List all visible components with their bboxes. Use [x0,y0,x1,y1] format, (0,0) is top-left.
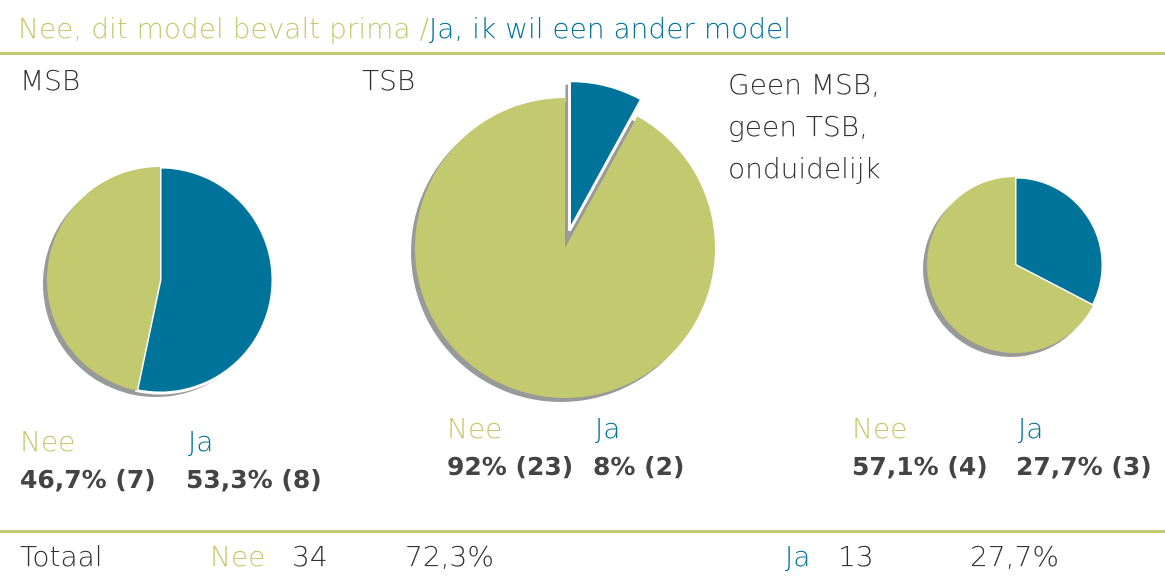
value-label: 46,7% (7) [20,465,156,494]
legend-label: Nee [20,425,76,458]
legend-label: Ja [188,425,214,458]
pie-slice [567,79,644,232]
totals-nee-label: Nee [210,540,266,573]
pie-slice [1013,175,1105,308]
header: Nee, dit model bevalt prima /Ja, ik wil … [18,12,791,45]
totals-ja-label: Ja [785,540,811,573]
totals-ja-percent: 27,7% [970,540,1059,573]
legend-label: Ja [595,412,621,445]
value-label: 53,3% (8) [186,465,322,494]
header-separator: / [419,12,429,45]
pie-slice [415,98,715,398]
chart-title: TSB [362,64,416,97]
totals-nee-count: 34 [292,540,328,573]
totals-ja-count: 13 [838,540,874,573]
value-label: 8% (2) [593,452,685,481]
chart-title: MSB [20,64,81,97]
totals-nee-percent: 72,3% [405,540,494,573]
value-label: 92% (23) [447,452,574,481]
legend-label: Ja [1018,412,1044,445]
totals-label: Totaal [20,540,103,573]
pie-slice [134,165,275,395]
rule [0,530,1165,533]
value-label: 27,7% (3) [1016,452,1152,481]
chart-title: Geen MSB, geen TSB, onduidelijk [728,68,881,185]
header-ja: Ja, ik wil een ander model [428,12,792,45]
legend-label: Nee [447,412,503,445]
legend-label: Nee [852,412,908,445]
value-label: 57,1% (4) [852,452,988,481]
pie-slice [927,177,1093,353]
pie-slice [46,167,160,391]
header-nee: Nee, dit model bevalt prima [18,12,411,45]
rule [0,52,1165,55]
